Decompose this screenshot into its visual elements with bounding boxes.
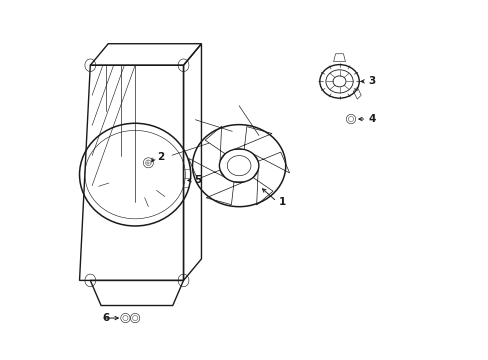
Text: 2: 2 bbox=[156, 152, 163, 162]
Text: 5: 5 bbox=[194, 175, 201, 185]
Text: 3: 3 bbox=[367, 76, 375, 86]
Text: 1: 1 bbox=[278, 197, 285, 207]
Text: 4: 4 bbox=[367, 114, 375, 124]
Text: 6: 6 bbox=[102, 313, 110, 323]
